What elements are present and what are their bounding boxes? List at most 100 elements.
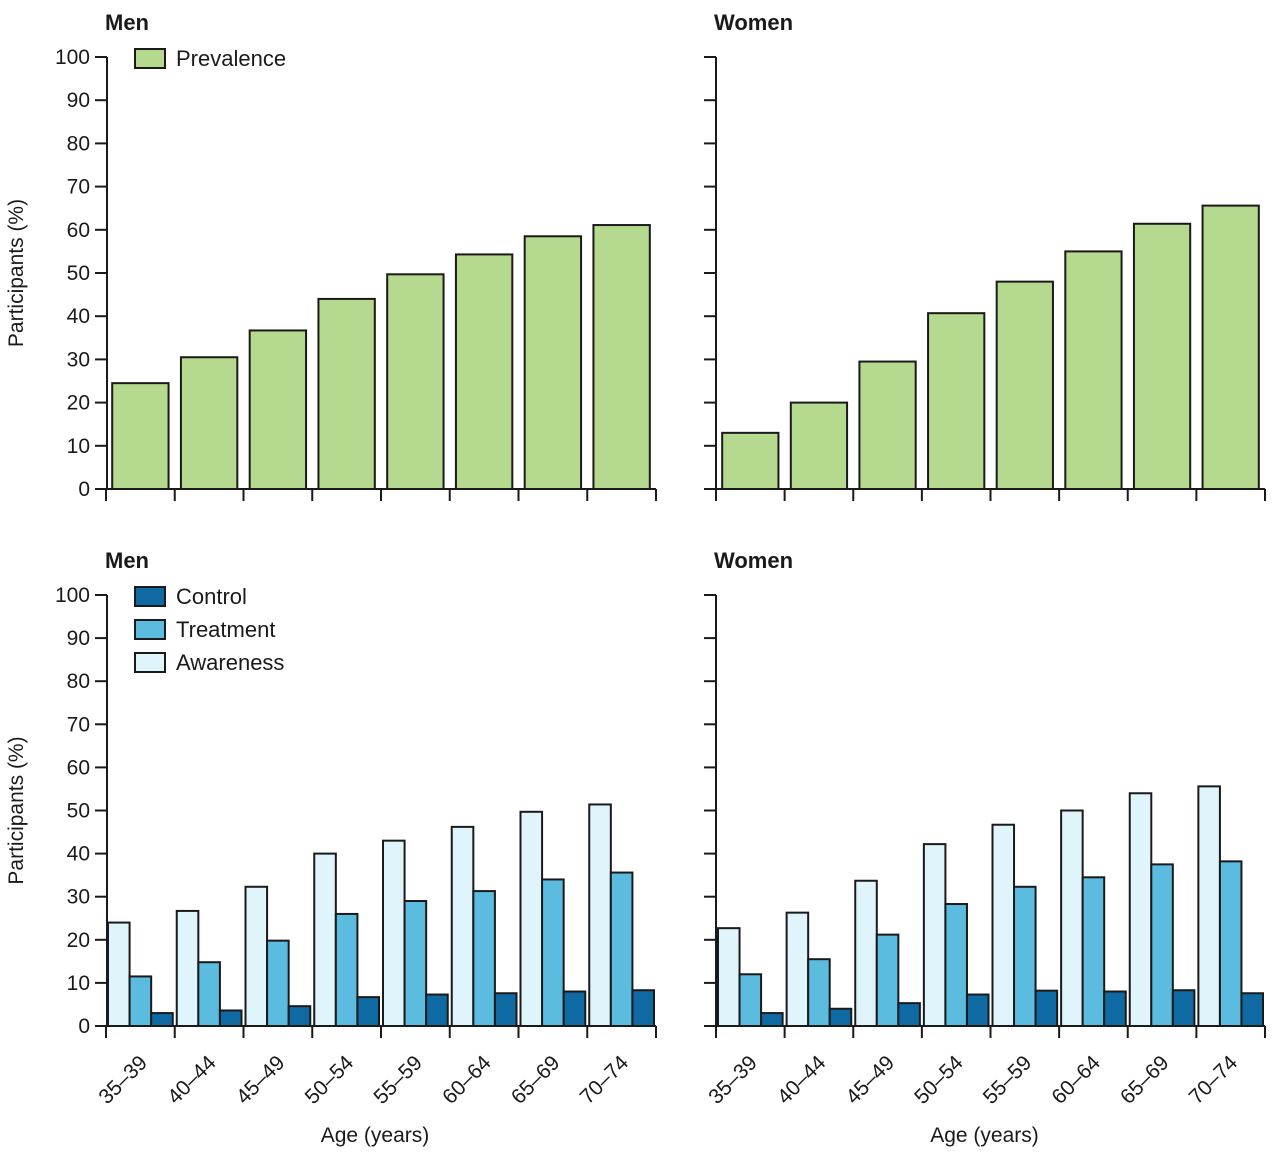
bar-awareness <box>588 803 612 1027</box>
bar-awareness <box>450 825 475 1027</box>
panel-title: Men <box>105 548 149 573</box>
x-tick-label: 45–49 <box>232 1051 290 1109</box>
bar-treatment <box>334 912 359 1027</box>
bar-treatment <box>738 973 763 1028</box>
bar-prevalence <box>248 329 308 490</box>
y-tick-label: 70 <box>67 713 90 736</box>
y-tick-label: 100 <box>55 46 90 69</box>
bar-treatment <box>472 890 496 1027</box>
y-tick-label: 30 <box>67 886 90 909</box>
bar-treatment <box>541 878 565 1028</box>
legend: Prevalence <box>134 46 286 71</box>
bar-control <box>287 1005 312 1028</box>
panel-title: Women <box>714 548 793 573</box>
legend-swatch-prevalence <box>134 48 166 69</box>
bar-prevalence <box>317 297 376 491</box>
y-tick-label: 40 <box>67 843 90 866</box>
legend-label: Control <box>176 584 247 609</box>
x-tick-label: 35–39 <box>704 1051 762 1109</box>
bar-treatment <box>807 958 831 1028</box>
bar-treatment <box>1218 860 1243 1027</box>
y-tick-label: 40 <box>67 305 90 328</box>
bar-treatment <box>944 903 968 1027</box>
bar-control <box>760 1012 784 1028</box>
bar-awareness <box>1128 792 1153 1028</box>
x-tick-label: 40–44 <box>773 1051 831 1109</box>
x-tick-label: 50–54 <box>910 1051 968 1109</box>
bar-control <box>828 1007 853 1028</box>
bar-prevalence <box>789 401 849 491</box>
x-tick-label: 60–64 <box>1047 1051 1105 1109</box>
legend: Control Treatment Awareness <box>134 584 284 675</box>
bar-treatment <box>403 900 428 1028</box>
y-tick-label: 20 <box>67 929 90 952</box>
y-axis-label: Participants (%) <box>5 736 28 884</box>
bar-awareness <box>175 909 200 1027</box>
legend-label: Treatment <box>176 617 275 642</box>
x-tick-label: 65–69 <box>507 1051 565 1109</box>
x-axis-label: Age (years) <box>930 1124 1039 1147</box>
bar-prevalence <box>1201 204 1260 490</box>
y-tick-label: 0 <box>78 1015 90 1038</box>
bar-awareness <box>991 823 1016 1028</box>
legend-swatch-awareness <box>134 652 166 673</box>
bar-control <box>1034 989 1059 1028</box>
bar-treatment <box>1013 885 1037 1027</box>
chart-panel-2: Women <box>704 10 1266 501</box>
legend-swatch-treatment <box>134 619 166 640</box>
bar-awareness <box>107 921 131 1027</box>
bar-treatment <box>1081 876 1106 1027</box>
y-tick-label: 20 <box>67 392 90 415</box>
x-tick-label: 70–74 <box>1185 1051 1243 1109</box>
bar-treatment <box>266 939 290 1027</box>
bar-prevalence <box>1064 250 1123 490</box>
bar-awareness <box>244 885 269 1027</box>
bar-control <box>1240 992 1265 1028</box>
panel-title: Women <box>714 10 793 35</box>
bar-control <box>965 993 990 1027</box>
bar-awareness <box>1197 785 1221 1028</box>
bar-prevalence <box>721 431 780 490</box>
y-axis-label: Participants (%) <box>5 199 28 347</box>
bar-awareness <box>922 843 947 1027</box>
bar-awareness <box>519 810 544 1028</box>
bar-awareness <box>313 852 337 1027</box>
x-tick-label: 35–39 <box>94 1051 152 1109</box>
bar-prevalence <box>995 280 1054 491</box>
bar-prevalence <box>523 235 583 490</box>
bar-control <box>150 1012 174 1028</box>
bar-control <box>1171 989 1196 1027</box>
x-axis-label: Age (years) <box>321 1124 430 1147</box>
x-tick-label: 50–54 <box>301 1051 359 1109</box>
panel-title: Men <box>105 10 149 35</box>
chart-panel-3: Men 0 10 20 30 40 50 60 70 80 90 100 Participants (%… <box>5 548 657 1147</box>
bar-control <box>897 1002 921 1027</box>
y-tick-label: 80 <box>67 670 90 693</box>
bar-treatment <box>128 975 153 1027</box>
bar-control <box>562 990 587 1028</box>
bar-prevalence <box>386 273 445 490</box>
y-tick-label: 30 <box>67 348 90 371</box>
y-tick-label: 50 <box>67 262 90 285</box>
bar-control <box>218 1009 243 1028</box>
bar-treatment <box>609 871 634 1028</box>
y-tick-label: 60 <box>67 756 90 779</box>
y-tick-label: 100 <box>55 584 90 607</box>
y-tick-label: 10 <box>67 972 90 995</box>
x-tick-label: 70–74 <box>576 1051 634 1109</box>
y-tick-label: 80 <box>67 132 90 155</box>
y-tick-label: 0 <box>78 478 90 501</box>
x-tick-label: 55–59 <box>979 1051 1037 1109</box>
bar-control <box>425 993 449 1027</box>
bar-prevalence <box>592 224 651 490</box>
x-tick-label: 40–44 <box>163 1051 221 1109</box>
bar-prevalence <box>927 312 986 490</box>
y-tick-label: 90 <box>67 627 90 650</box>
legend-swatch-control <box>134 586 166 607</box>
x-tick-label: 65–69 <box>1116 1051 1174 1109</box>
bar-awareness <box>382 839 406 1027</box>
bar-control <box>493 992 518 1028</box>
legend-label: Prevalence <box>176 46 286 71</box>
chart-panel-1: Men 0 10 20 30 40 50 60 70 80 90 100 Participants (%… <box>5 10 657 501</box>
